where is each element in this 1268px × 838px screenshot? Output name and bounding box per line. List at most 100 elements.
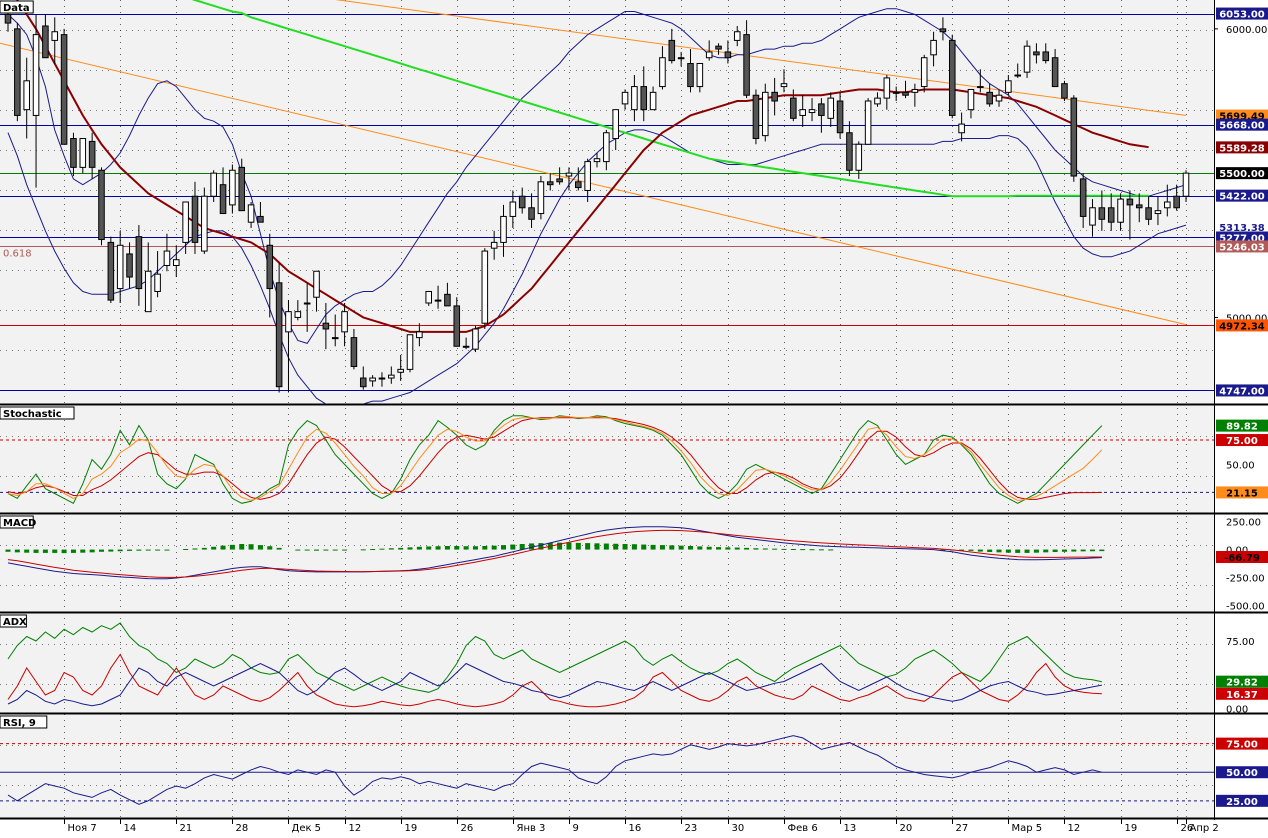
macd-histogram-bar: [454, 545, 460, 550]
candle-body: [51, 31, 59, 41]
candle: [434, 285, 442, 309]
candle: [696, 62, 704, 93]
candle: [219, 167, 227, 215]
price-label-bg: [1216, 434, 1268, 447]
macd-histogram-bar: [977, 549, 983, 552]
y-tick-label: -250.00: [1226, 573, 1265, 584]
candle: [977, 69, 984, 93]
candle-body: [107, 241, 115, 301]
macd-histogram-bar: [585, 543, 591, 550]
candle: [313, 270, 320, 312]
macd-histogram-bar: [127, 549, 133, 551]
y-tick-label: -500.00: [1226, 601, 1265, 612]
price-label-bg: [1216, 766, 1268, 779]
macd-line-0: [7, 526, 1102, 580]
candle: [902, 80, 909, 99]
candle-body: [331, 337, 339, 340]
candle-body: [201, 195, 208, 252]
price-label-text: 50.00: [1226, 768, 1258, 779]
candle: [518, 187, 526, 214]
x-tick-label: 9: [573, 823, 579, 834]
candle-body: [191, 195, 199, 243]
price-label: 6053.00: [1216, 7, 1268, 21]
candle: [920, 54, 928, 93]
candle-body: [378, 377, 386, 380]
candle: [79, 138, 87, 174]
candle: [1154, 196, 1162, 226]
price-label-text: 75.00: [1226, 436, 1258, 447]
macd-histogram-bar: [14, 549, 20, 553]
candle: [621, 89, 629, 110]
macd-histogram-bar: [631, 544, 637, 550]
candle: [154, 251, 161, 298]
candle-body: [369, 377, 376, 382]
candle: [144, 242, 152, 313]
pane-title-bg: [0, 0, 34, 14]
candle: [350, 328, 358, 370]
candle-body: [453, 305, 461, 347]
price-label-bg: [1216, 118, 1268, 131]
macd-histogram-bar: [89, 549, 95, 553]
pane-title-text: Stochastic: [3, 409, 62, 420]
candle-body: [425, 290, 432, 304]
price-label-bg: [1216, 7, 1268, 20]
macd-histogram-bar: [772, 548, 778, 550]
candle-body: [1033, 51, 1040, 56]
candle: [640, 66, 648, 122]
x-tick-label: 30: [732, 823, 745, 834]
candle-body: [1164, 201, 1171, 209]
candle: [612, 109, 619, 151]
candle: [1126, 190, 1134, 240]
candle-body: [98, 169, 105, 241]
candle: [1107, 193, 1115, 231]
pane-title: Data: [0, 0, 34, 14]
candle: [126, 242, 133, 289]
candle-body: [1182, 172, 1190, 197]
macd-histogram-bar: [669, 545, 675, 550]
candle-body: [1005, 80, 1012, 93]
candle: [23, 57, 30, 139]
macd-histogram-bar: [538, 543, 544, 550]
price-label-bg: [1216, 220, 1268, 233]
price-label: 5246.03: [1216, 240, 1268, 253]
macd-histogram-bar: [229, 544, 235, 550]
x-tick-label: 16: [629, 823, 642, 834]
x-tick-label: 14: [124, 823, 137, 834]
pane-title-text: RSI, 9: [3, 718, 36, 729]
price-label: 5589.28: [1216, 141, 1268, 154]
macd-histogram-bar: [622, 543, 628, 550]
candle: [855, 141, 863, 179]
macd-histogram-bar: [444, 545, 450, 550]
candle-body: [771, 91, 778, 102]
candle-body: [986, 91, 993, 105]
price-label-text: 29.82: [1226, 678, 1258, 689]
candle: [836, 92, 844, 139]
x-tick-label: 28: [236, 823, 249, 834]
macd-histogram-bar: [1024, 549, 1030, 553]
candle: [1117, 193, 1124, 231]
candle: [771, 77, 778, 116]
macd-histogram-bar: [613, 543, 619, 550]
candle-body: [575, 181, 582, 189]
candle: [818, 98, 825, 133]
candle: [668, 28, 676, 64]
y-tick-label: 5000.00: [1226, 313, 1267, 324]
macd-histogram-bar: [566, 542, 572, 550]
price-label-text: 5246.03: [1219, 242, 1265, 253]
candle: [874, 92, 881, 107]
candle: [1089, 199, 1096, 237]
pane-title: RSI, 9: [0, 715, 48, 729]
macd-histogram-bar: [753, 548, 759, 550]
candle: [1005, 75, 1012, 96]
candle: [42, 14, 49, 59]
macd-histogram-bar: [248, 544, 254, 550]
candle-body: [14, 28, 21, 116]
price-label-text: 5500.00: [1219, 169, 1265, 180]
price-label-bg: [1216, 687, 1268, 700]
candle-body: [649, 91, 657, 111]
candle: [1061, 80, 1068, 101]
candle-body: [883, 77, 891, 99]
candle: [1051, 49, 1059, 88]
candle: [733, 25, 741, 47]
